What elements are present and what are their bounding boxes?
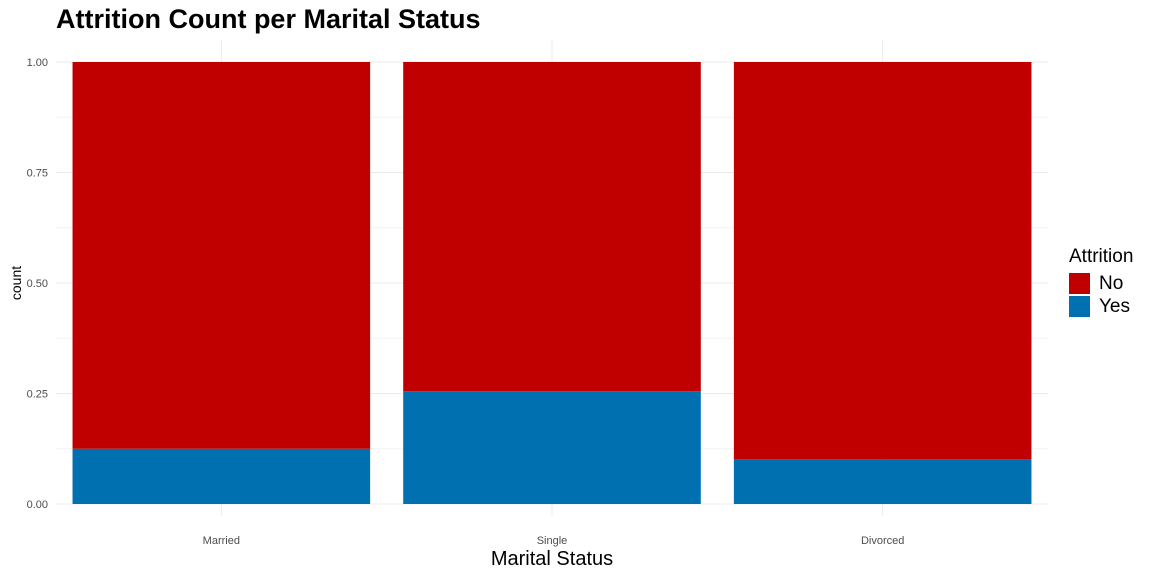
bar-yes-single	[403, 391, 701, 504]
x-tick-label: Single	[537, 535, 568, 547]
chart-title: Attrition Count per Marital Status	[56, 4, 481, 34]
bar-no-married	[72, 62, 371, 449]
legend-item-yes: Yes	[1069, 295, 1133, 318]
x-tick-label: Married	[203, 535, 240, 547]
bar-yes-divorced	[733, 459, 1032, 504]
legend-title: Attrition	[1069, 246, 1134, 267]
legend-key-yes	[1069, 296, 1090, 317]
y-tick-label: 0.25	[27, 389, 48, 401]
y-tick-label: 1.00	[27, 57, 48, 69]
bar-no-single	[403, 62, 701, 392]
bar-no-divorced	[733, 62, 1032, 460]
y-axis-title: count	[8, 266, 24, 300]
legend: Attrition No Yes	[1069, 246, 1133, 318]
bars	[72, 62, 1032, 504]
y-tick-label: 0.00	[27, 499, 48, 511]
legend-key-no	[1069, 273, 1090, 294]
x-tick-label: Divorced	[861, 535, 904, 547]
y-tick-label: 0.75	[27, 168, 48, 180]
y-axis-ticks: 0.00 0.25 0.50 0.75 1.00	[27, 57, 48, 511]
y-tick-label: 0.50	[27, 278, 48, 290]
bar-yes-married	[72, 448, 371, 504]
x-axis-title: Marital Status	[491, 548, 613, 570]
x-axis-ticks: Married Single Divorced	[203, 535, 905, 547]
legend-item-no: No	[1069, 272, 1133, 295]
legend-label-no: No	[1099, 272, 1124, 294]
legend-label-yes: Yes	[1099, 295, 1130, 317]
